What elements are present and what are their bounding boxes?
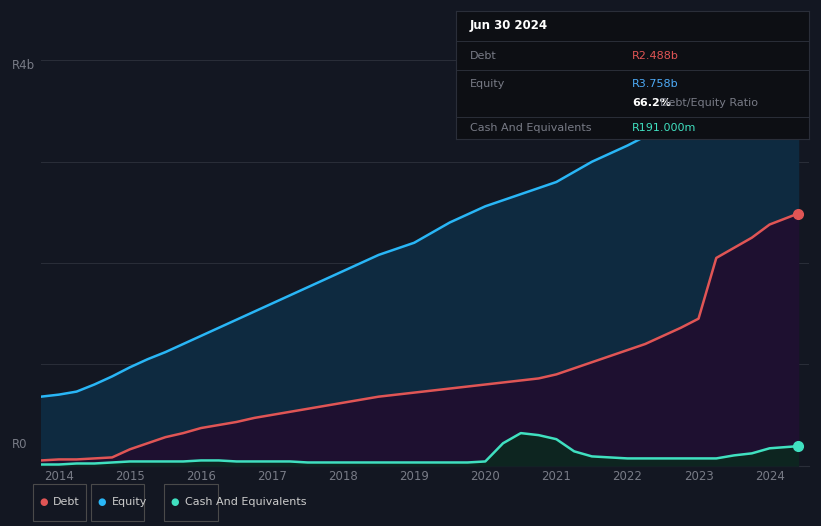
Text: R0: R0: [12, 438, 28, 451]
Text: Debt/Equity Ratio: Debt/Equity Ratio: [632, 98, 758, 108]
Text: ●: ●: [98, 497, 106, 508]
Text: Jun 30 2024: Jun 30 2024: [470, 19, 548, 33]
Text: Debt: Debt: [53, 497, 80, 508]
Text: Equity: Equity: [112, 497, 147, 508]
Text: Equity: Equity: [470, 79, 505, 89]
Text: R191.000m: R191.000m: [632, 123, 696, 133]
Text: 66.2%: 66.2%: [632, 98, 671, 108]
Text: Cash And Equivalents: Cash And Equivalents: [185, 497, 306, 508]
Text: R3.758b: R3.758b: [632, 79, 679, 89]
Text: Debt: Debt: [470, 50, 497, 60]
Text: R4b: R4b: [12, 59, 35, 72]
Text: R2.488b: R2.488b: [632, 50, 679, 60]
Text: Cash And Equivalents: Cash And Equivalents: [470, 123, 591, 133]
Text: ●: ●: [171, 497, 179, 508]
Text: ●: ●: [39, 497, 48, 508]
